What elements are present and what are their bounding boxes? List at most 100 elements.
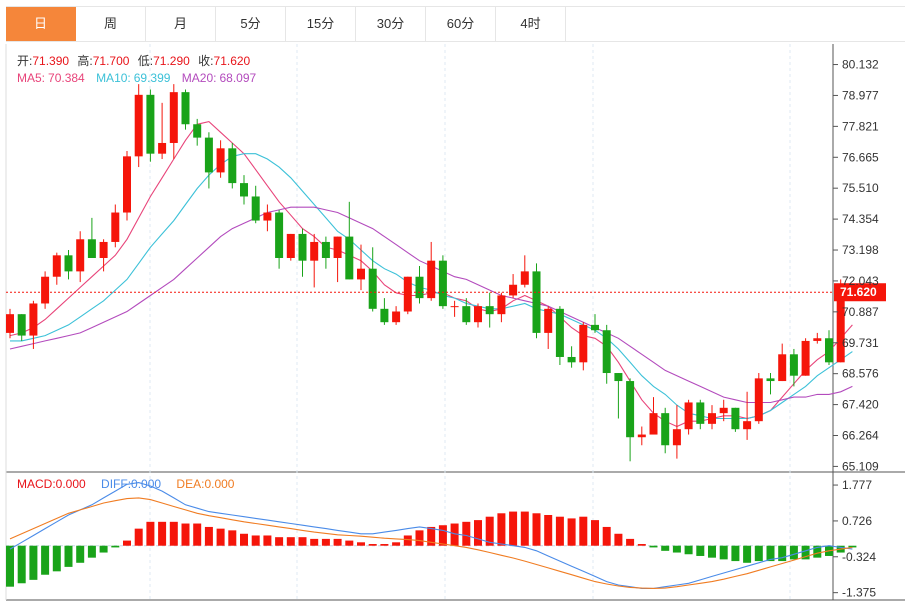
candle [392, 306, 401, 325]
macd-bar [520, 511, 529, 546]
candle [263, 204, 272, 232]
macd-tick-label: 0.726 [842, 514, 872, 528]
candle [626, 378, 635, 462]
macd-bar [181, 523, 190, 546]
candle [181, 89, 190, 130]
macd-bar [64, 545, 73, 567]
macd-bar [649, 545, 658, 548]
candle [216, 140, 225, 178]
candle [76, 231, 85, 283]
diff-value: 0.000 [131, 477, 161, 491]
macd-bar [123, 540, 131, 546]
macd-bar [193, 523, 202, 546]
macd-bar [438, 525, 447, 546]
candle [825, 330, 833, 365]
tab-1[interactable]: 周 [76, 7, 146, 41]
candle [29, 300, 38, 349]
candle [614, 373, 623, 419]
macd-readout: MACD:0.000 DIFF:0.000 DEA:0.000 [17, 477, 235, 491]
macd-tick-label: -1.375 [842, 586, 876, 600]
macd-bar [848, 545, 857, 548]
open-label: 开: [17, 54, 32, 68]
candle [368, 247, 377, 312]
tab-5[interactable]: 30分 [356, 7, 426, 41]
candle [474, 303, 482, 328]
macd-bar [567, 518, 576, 546]
macd-bar [41, 545, 50, 575]
macd-bar [544, 514, 553, 546]
macd-bar [216, 528, 225, 546]
macd-bar [263, 535, 272, 546]
candle [134, 84, 143, 168]
macd-bar [17, 545, 26, 584]
candle [380, 298, 389, 325]
macd-bar [789, 545, 798, 560]
ma20-label: MA20: [182, 71, 217, 85]
macd-bar [778, 545, 787, 562]
macd-bar [6, 545, 14, 587]
macd-bar [450, 523, 459, 546]
candle [509, 274, 518, 299]
candle [275, 209, 284, 269]
candle [357, 244, 365, 291]
dea-label: DEA: [176, 477, 204, 491]
ohlc-readout: 开:71.390 高:71.700 低:71.290 收:71.620 [17, 53, 251, 68]
candle [684, 399, 693, 435]
macd-bar [555, 516, 564, 546]
candle [321, 236, 330, 269]
tab-0[interactable]: 日 [6, 7, 76, 41]
price-tick-label: 76.665 [842, 150, 879, 164]
macd-bar [87, 545, 96, 558]
candle [696, 399, 705, 430]
candle [591, 314, 599, 333]
macd-bar [251, 535, 260, 546]
price-tick-label: 69.731 [842, 336, 879, 350]
macd-bar [579, 516, 588, 546]
tab-6[interactable]: 60分 [426, 7, 496, 41]
tab-2[interactable]: 月 [146, 7, 216, 41]
macd-bar [614, 533, 623, 546]
candle [193, 118, 202, 146]
macd-bar [403, 535, 412, 546]
macd-bar [766, 545, 775, 562]
price-tick-label: 68.576 [842, 367, 879, 381]
price-tick-label: 72.043 [842, 274, 879, 288]
macd-bar [696, 545, 705, 556]
candle [485, 292, 494, 328]
last-price-line: 71.620 [6, 283, 886, 302]
candle [672, 405, 681, 459]
macd-bar [321, 538, 330, 546]
ma-readout: MA5: 70.384 MA10: 69.399 MA20: 68.097 [17, 71, 257, 85]
candle [6, 308, 14, 339]
ma5-label: MA5: [17, 71, 45, 85]
macd-axis: 1.777 0.726 -0.324 -1.375 [833, 478, 876, 600]
candle [462, 298, 471, 325]
macd-bar [345, 540, 354, 546]
tab-4[interactable]: 15分 [286, 7, 356, 41]
macd-bar [626, 538, 635, 546]
macd-bar [228, 530, 237, 546]
candle [438, 255, 447, 309]
ma10-value: 69.399 [134, 71, 171, 85]
candle [813, 332, 822, 344]
candle [708, 405, 716, 430]
macd-tick-label: -0.324 [842, 550, 876, 564]
candle [111, 204, 120, 248]
macd-bar [743, 545, 752, 563]
candle [544, 306, 553, 349]
macd-bar [169, 521, 178, 546]
macd-bar [731, 545, 740, 562]
close-value: 71.620 [214, 54, 251, 68]
candle [450, 300, 459, 317]
tab-3[interactable]: 5分 [216, 7, 286, 41]
close-label: 收: [198, 54, 213, 68]
macd-bar [801, 545, 810, 560]
candle [778, 343, 787, 382]
ma5-value: 70.384 [48, 71, 85, 85]
candle [649, 397, 658, 435]
candle [520, 255, 529, 288]
tab-7[interactable]: 4时 [496, 7, 566, 41]
ma20-line [9, 206, 853, 404]
candle [415, 266, 424, 304]
